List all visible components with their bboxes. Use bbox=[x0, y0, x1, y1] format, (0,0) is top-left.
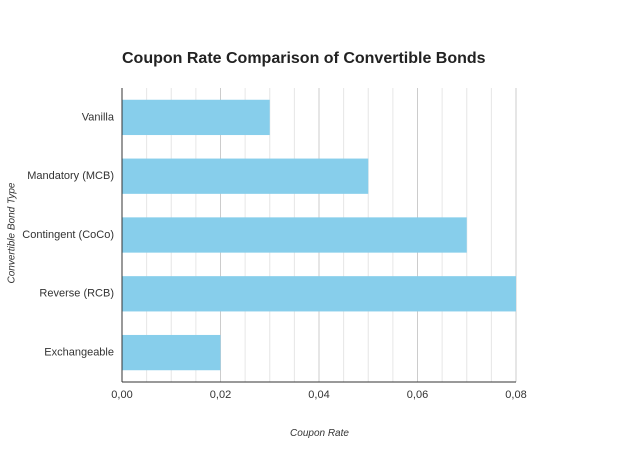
bar bbox=[122, 99, 270, 136]
x-tick-label: 0,02 bbox=[210, 389, 231, 401]
x-tick-label: 0,08 bbox=[505, 389, 526, 401]
y-tick-labels: Vanilla Mandatory (MCB) Contingent (CoCo) R… bbox=[22, 111, 115, 358]
x-tick-labels: 0,00 0,02 0,04 0,06 0,08 bbox=[111, 389, 526, 401]
bar bbox=[122, 217, 467, 253]
y-tick-label: Reverse (RCB) bbox=[39, 288, 114, 300]
x-tick-label: 0,06 bbox=[407, 389, 428, 401]
y-tick-label: Contingent (CoCo) bbox=[22, 229, 114, 241]
x-axis-title: Coupon Rate bbox=[290, 428, 349, 439]
x-tick-label: 0,04 bbox=[308, 389, 329, 401]
bars bbox=[122, 99, 516, 371]
bar bbox=[122, 158, 369, 194]
axes bbox=[121, 88, 516, 383]
y-tick-label: Mandatory (MCB) bbox=[27, 170, 114, 182]
y-axis-title: Convertible Bond Type bbox=[6, 182, 18, 284]
bar bbox=[122, 334, 221, 371]
x-tick-label: 0,00 bbox=[111, 389, 132, 401]
chart-title: Coupon Rate Comparison of Convertible Bo… bbox=[122, 50, 486, 67]
bar bbox=[122, 276, 516, 312]
y-tick-label: Exchangeable bbox=[44, 347, 114, 359]
y-tick-label: Vanilla bbox=[82, 111, 115, 123]
